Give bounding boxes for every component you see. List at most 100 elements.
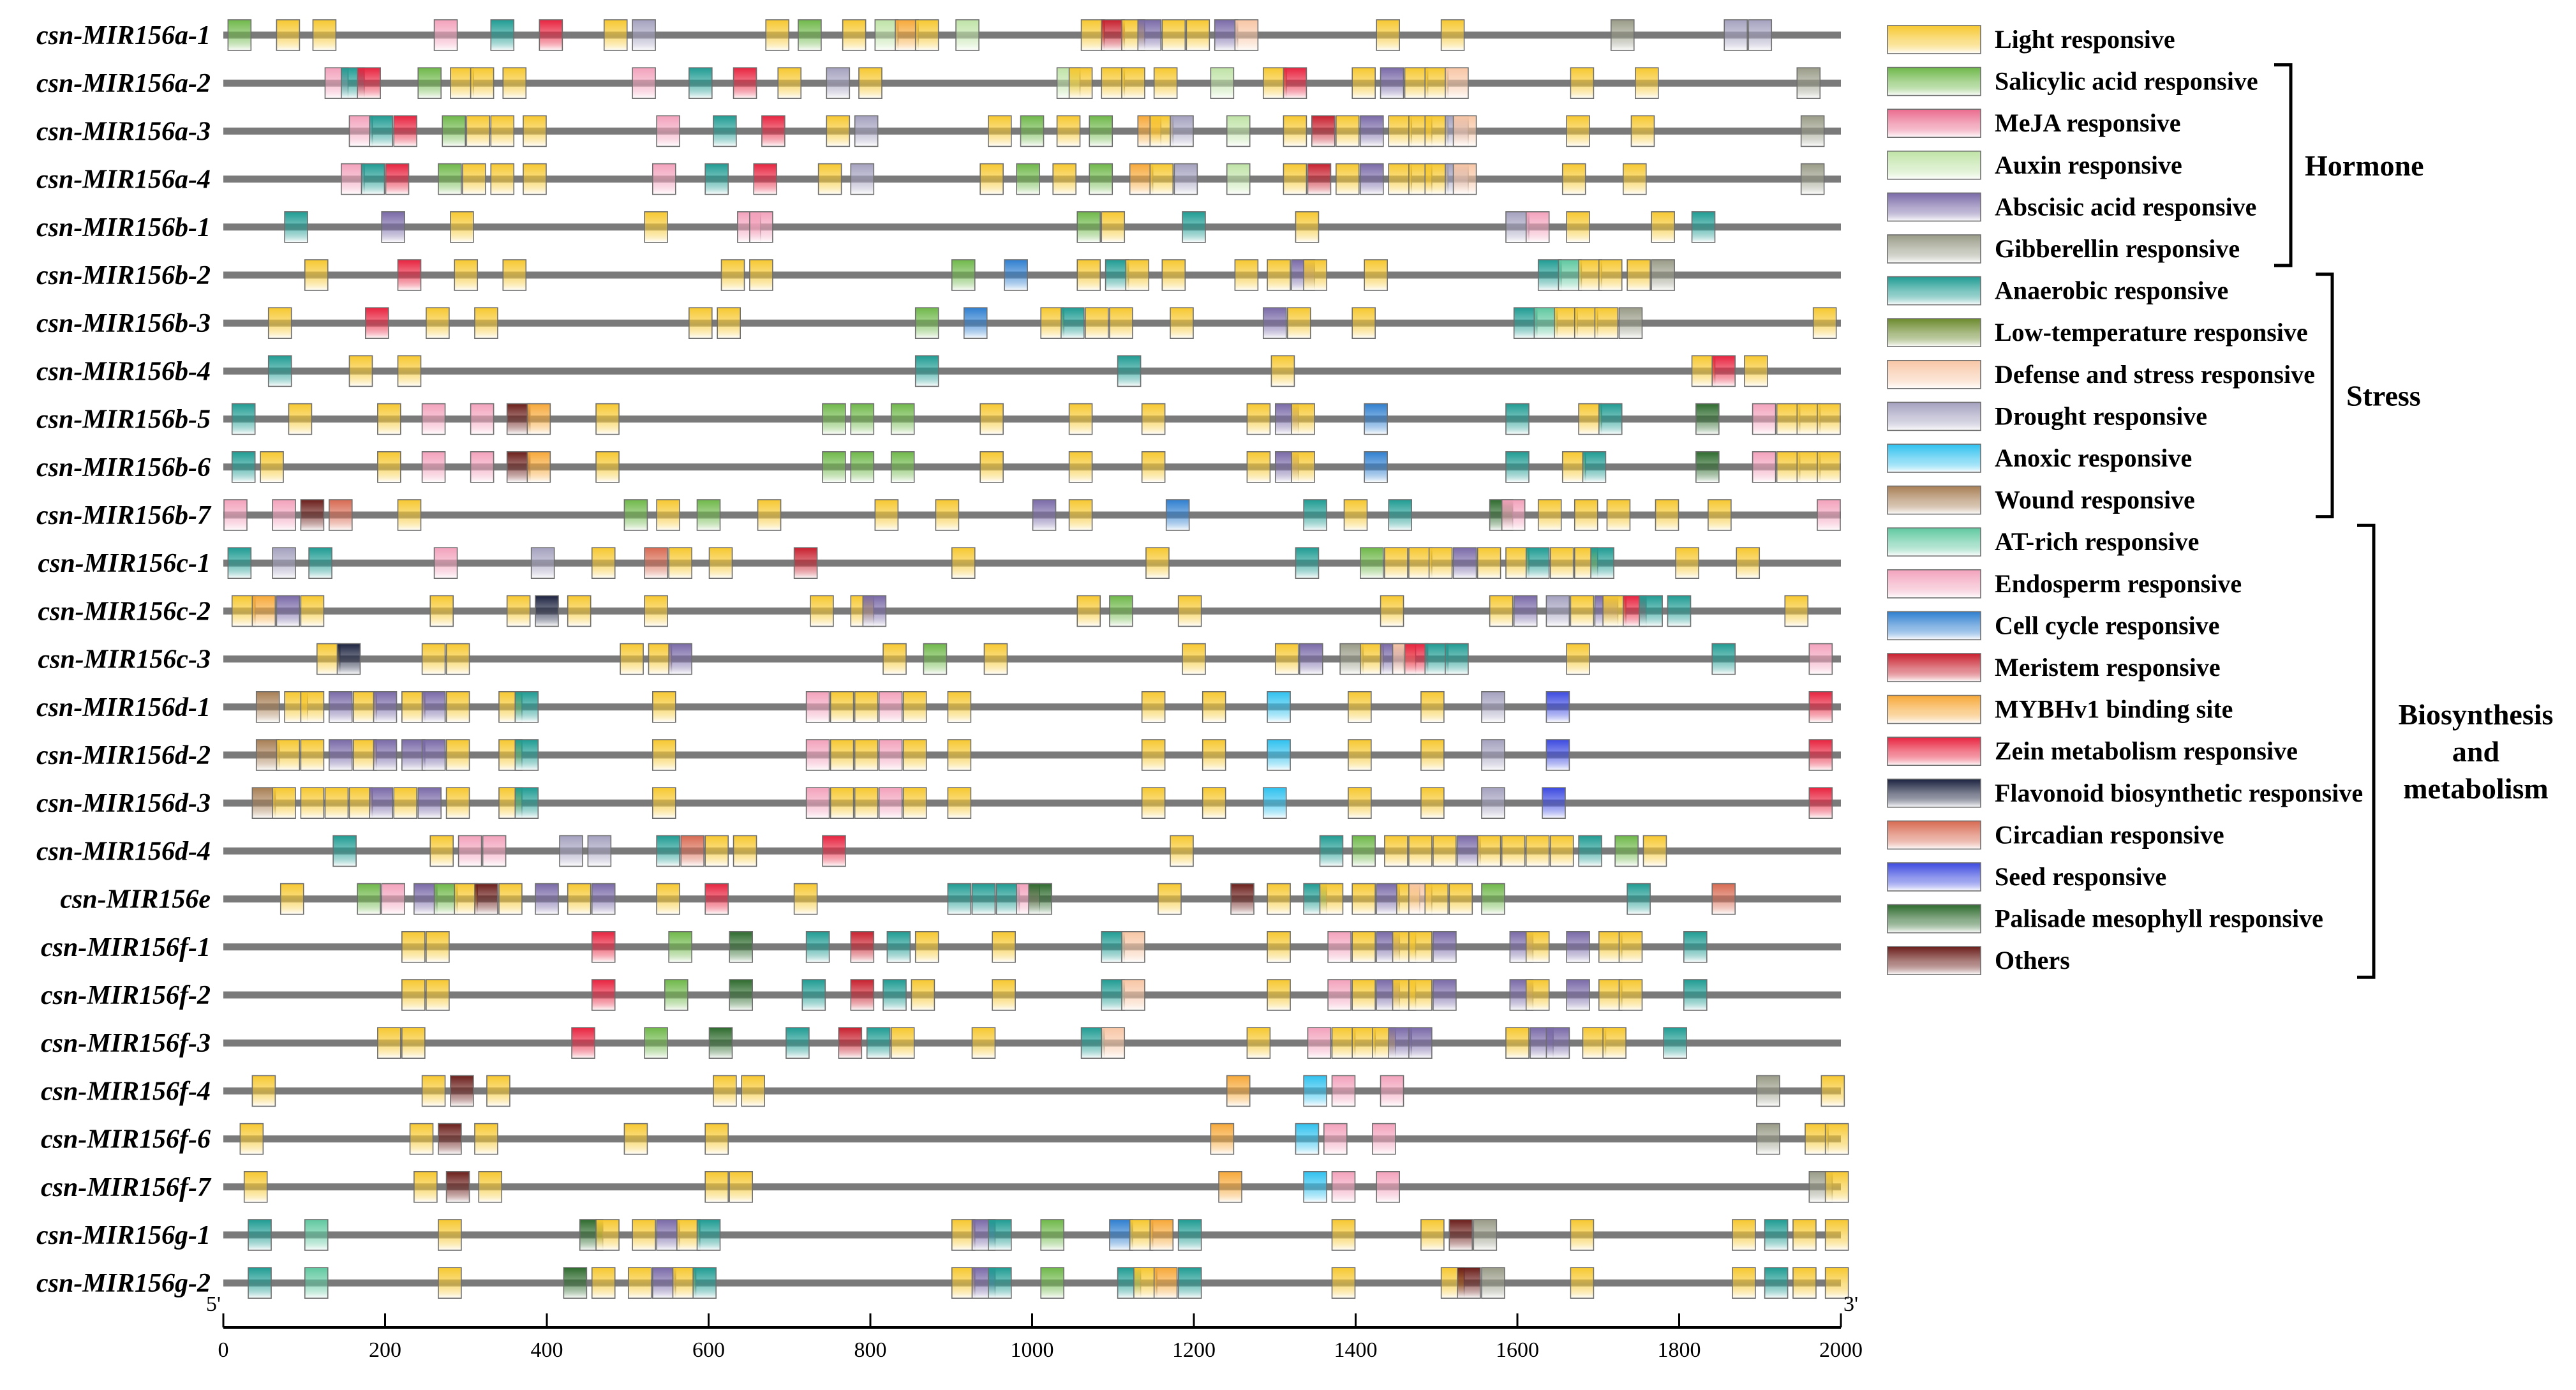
cis-element-anaerobic — [995, 883, 1020, 915]
cis-element-aba — [1376, 883, 1400, 915]
cis-element-cellcycle — [1364, 403, 1388, 435]
legend-item-seed: Seed responsive — [1887, 862, 2166, 892]
cis-element-light — [450, 67, 474, 99]
cis-element-endosperm — [1380, 1075, 1404, 1107]
cis-element-light — [1351, 931, 1376, 963]
cis-element-light — [353, 739, 377, 771]
cis-element-light — [830, 739, 854, 771]
cis-element-light — [656, 883, 680, 915]
cis-element-salicylic — [1360, 547, 1384, 579]
cis-element-drought — [854, 115, 879, 147]
cis-element-endosperm — [223, 499, 248, 531]
cis-element-light — [656, 499, 680, 531]
gene-label: csn-MIR156b-4 — [36, 357, 211, 386]
cis-element-anaerobic — [1295, 547, 1320, 579]
cis-element-light — [810, 595, 834, 627]
cis-element-light — [1101, 67, 1126, 99]
cis-element-atrich — [1558, 259, 1582, 291]
cis-element-light — [1570, 67, 1595, 99]
legend-swatch — [1887, 736, 1981, 766]
cis-element-aba — [1408, 1027, 1433, 1059]
cis-element-endosperm — [656, 115, 680, 147]
cis-element-light — [300, 739, 325, 771]
legend: Light responsive Salicylic acid responsiv… — [1887, 25, 2553, 979]
cis-element-light — [470, 67, 495, 99]
cis-element-zein — [571, 1027, 595, 1059]
axis-tick-label: 600 — [692, 1338, 725, 1362]
cis-element-light — [1642, 835, 1667, 867]
cis-element-light — [312, 19, 337, 51]
cis-element-light — [1776, 403, 1801, 435]
cis-element-light — [445, 643, 470, 675]
gene-row: csn-MIR156b-1 — [36, 211, 1841, 243]
cis-element-light — [1675, 547, 1699, 579]
cis-element-light — [523, 163, 547, 195]
gene-label: csn-MIR156f-4 — [41, 1077, 211, 1106]
cis-element-light — [951, 1267, 976, 1299]
gene-label: csn-MIR156a-4 — [36, 165, 211, 195]
cis-element-light — [826, 115, 851, 147]
cis-element-salicylic — [668, 931, 692, 963]
cis-element-light — [1598, 259, 1623, 291]
cis-element-light — [1566, 643, 1590, 675]
cis-element-light — [1824, 1219, 1849, 1251]
cis-element-aba — [373, 739, 398, 771]
cis-element-light — [651, 787, 676, 819]
cis-element-endosperm — [1817, 499, 1841, 531]
gene-row: csn-MIR156a-2 — [36, 67, 1841, 99]
cis-element-light — [1635, 67, 1659, 99]
cis-element-light — [979, 163, 1004, 195]
cis-element-circadian — [680, 835, 704, 867]
cis-element-aba — [656, 1219, 680, 1251]
cis-element-meristem — [1311, 115, 1336, 147]
cis-element-light — [1270, 355, 1295, 387]
cis-element-zein — [397, 259, 422, 291]
cis-element-others — [450, 1075, 474, 1107]
cis-element-drought — [1481, 739, 1505, 771]
cis-element-light — [474, 1123, 498, 1155]
legend-label: Palisade mesophyll responsive — [1995, 904, 2323, 933]
cis-element-light — [1262, 67, 1287, 99]
cis-element-palisade — [1028, 883, 1052, 915]
cis-element-drought — [1481, 787, 1505, 819]
cis-element-defense — [1121, 931, 1145, 963]
gene-row: csn-MIR156f-1 — [41, 931, 1841, 963]
axis-tick-label: 0 — [218, 1338, 229, 1362]
cis-element-light — [1477, 547, 1501, 579]
cis-element-light — [1812, 307, 1837, 340]
cis-element-endosperm — [878, 739, 903, 771]
cis-element-light — [1182, 643, 1206, 675]
cis-element-endosperm — [1327, 979, 1351, 1011]
cis-element-light — [567, 883, 592, 915]
cis-element-light — [1351, 1027, 1376, 1059]
cis-element-light — [729, 1171, 753, 1203]
cis-element-light — [854, 691, 879, 723]
cis-element-light — [1570, 1219, 1595, 1251]
legend-item-wound: Wound responsive — [1887, 486, 2195, 515]
gene-label: csn-MIR156d-4 — [36, 837, 211, 866]
cis-element-anaerobic — [1505, 451, 1530, 483]
cis-element-light — [672, 1267, 697, 1299]
group-label: Stress — [2346, 380, 2421, 412]
cis-element-anaerobic — [1177, 1219, 1202, 1251]
legend-label: Gibberellin responsive — [1995, 234, 2240, 263]
cis-element-light — [1627, 259, 1651, 291]
cis-element-light — [1796, 451, 1821, 483]
legend-item-atrich: AT-rich responsive — [1887, 527, 2199, 557]
cis-element-light — [490, 163, 515, 195]
legend-label: Cell cycle responsive — [1995, 611, 2220, 639]
cis-element-light — [276, 19, 301, 51]
legend-item-auxin: Auxin responsive — [1887, 151, 2182, 180]
cis-element-endosperm — [805, 739, 830, 771]
cis-element-anoxic — [1267, 739, 1291, 771]
cis-element-salicylic — [951, 259, 976, 291]
legend-swatch — [1887, 611, 1981, 641]
cis-element-aba — [1360, 115, 1384, 147]
cis-element-atrich — [304, 1267, 329, 1299]
axis-tick-label: 800 — [854, 1338, 887, 1362]
cis-element-light — [951, 1219, 976, 1251]
gene-label: csn-MIR156f-6 — [41, 1125, 211, 1155]
cis-element-gibberellin — [1339, 643, 1364, 675]
cis-element-salicylic — [914, 307, 939, 340]
cis-element-endosperm — [433, 19, 458, 51]
